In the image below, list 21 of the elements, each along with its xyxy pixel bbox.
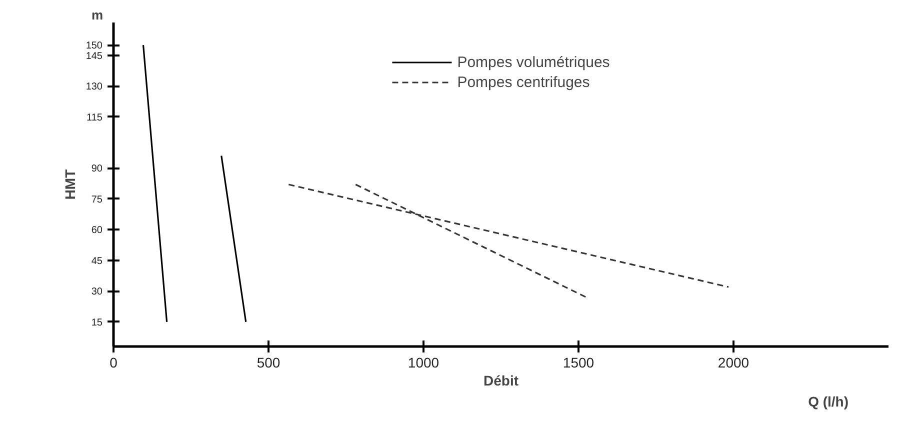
text: m	[92, 8, 104, 22]
y-tick-label: 145	[86, 50, 103, 62]
x-tick-label: 1000	[408, 354, 440, 370]
legend-label: Pompes volumétriques	[457, 54, 610, 70]
y-tick-label: 15	[91, 317, 103, 328]
y-tick-label: 90	[91, 164, 103, 175]
text: Q (l/h)	[808, 394, 849, 410]
x-tick-label: 500	[256, 354, 280, 370]
y-tick-label: 60	[91, 225, 103, 236]
y-tick-label: 150	[86, 40, 103, 52]
y-tick-label: 30	[91, 286, 103, 298]
x-axis-title: Débit	[484, 372, 519, 388]
x-tick-label: 0	[110, 354, 118, 370]
x-tick-label: 2000	[718, 354, 750, 370]
y-tick-label: 115	[86, 112, 103, 124]
y-tick-label: 45	[91, 256, 103, 267]
legend-label: Pompes centrifuges	[457, 74, 590, 90]
y-tick-label: 75	[91, 194, 103, 206]
y-tick-label: 130	[86, 82, 103, 93]
x-tick-label: 1500	[562, 354, 594, 370]
y-axis-title: HMT	[62, 168, 78, 200]
